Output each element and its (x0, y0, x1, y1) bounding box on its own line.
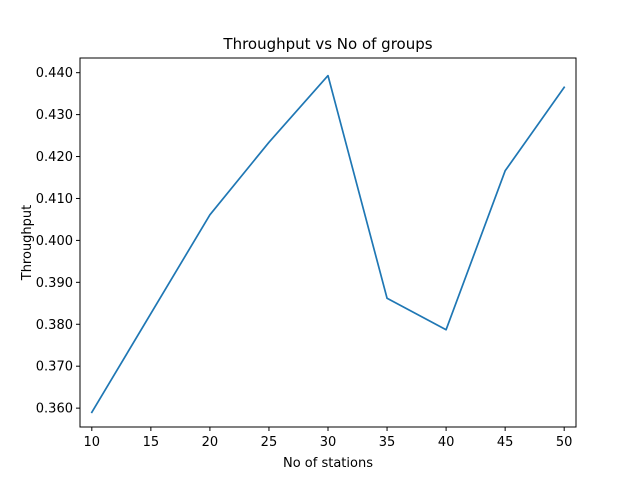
y-tick-label: 0.370 (36, 360, 73, 375)
y-axis-label: Throughput (20, 205, 35, 282)
plot-frame (79, 57, 577, 428)
y-tick-label: 0.400 (36, 234, 73, 249)
x-tick-label: 10 (84, 435, 101, 450)
y-tick-label: 0.420 (36, 150, 73, 165)
tick-layer: 10 15 20 25 30 35 40 45 50 0.360 0.370 0.380 0.390 0.… (36, 66, 573, 450)
y-tick-label: 0.390 (36, 276, 73, 291)
x-tick-label: 30 (320, 435, 337, 450)
chart-title: Throughput vs No of groups (222, 35, 432, 53)
x-tick-label: 45 (497, 435, 514, 450)
y-tick-label: 0.430 (36, 108, 73, 123)
y-tick-label: 0.380 (36, 318, 73, 333)
x-tick-label: 35 (379, 435, 396, 450)
x-tick-label: 50 (556, 435, 573, 450)
series-line (90, 74, 566, 414)
x-tick-label: 20 (202, 435, 219, 450)
x-tick-label: 25 (261, 435, 278, 450)
x-tick-label: 40 (438, 435, 455, 450)
y-tick-label: 0.410 (36, 192, 73, 207)
y-tick-label: 0.440 (36, 66, 73, 81)
data-layer (90, 74, 566, 414)
plot-area (80, 58, 576, 427)
x-axis-label: No of stations (283, 456, 373, 471)
y-tick-label: 0.360 (36, 402, 73, 417)
x-tick-label: 15 (143, 435, 160, 450)
